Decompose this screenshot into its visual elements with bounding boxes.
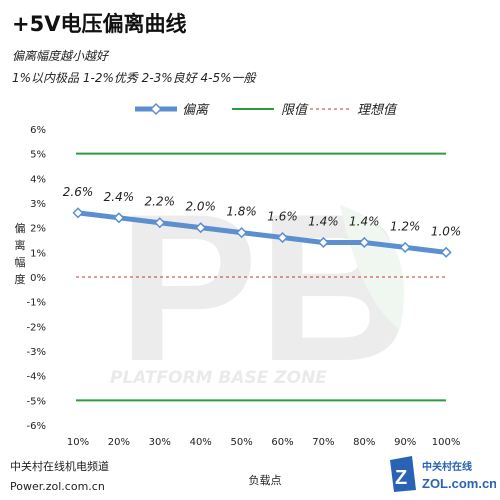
y-tick-label: 6% xyxy=(30,125,46,136)
y-tick-label: -5% xyxy=(27,396,46,407)
legend-deviation-label: 偏离 xyxy=(182,102,210,118)
legend-diamond-icon xyxy=(149,102,163,116)
data-label: 1.8% xyxy=(226,205,257,219)
page-title: +5V电压偏离曲线 xyxy=(12,12,187,36)
watermark-logo-letters: PB xyxy=(118,170,410,405)
x-tick-label: 70% xyxy=(312,437,334,448)
x-tick-label: 90% xyxy=(394,437,416,448)
deviation-point xyxy=(317,236,329,249)
x-tick-label: 10% xyxy=(67,437,89,448)
data-label: 2.4% xyxy=(104,190,135,204)
deviation-points xyxy=(72,207,452,258)
data-label: 2.0% xyxy=(185,200,216,214)
deviation-series-line xyxy=(77,210,447,255)
deviation-point xyxy=(358,236,370,249)
y-axis-ticks: 6% 5% 4% 3% 2% 1% 0% -1% -2% -3% -4% -5% -6% xyxy=(27,125,46,432)
data-label: 1.4% xyxy=(349,214,380,228)
y-axis-label-char: 离 xyxy=(15,238,26,252)
data-label: 2.2% xyxy=(145,195,176,209)
deviation-point xyxy=(195,222,207,234)
y-tick-label: -4% xyxy=(27,372,46,383)
legend: 偏离 限值 理想值 xyxy=(135,102,398,118)
deviation-point xyxy=(440,246,452,258)
y-tick-label: 4% xyxy=(30,174,46,185)
y-tick-label: 1% xyxy=(30,248,46,259)
zol-logo-en: ZOL.com.cn xyxy=(422,476,496,491)
watermark-text: PLATFORM BASE ZONE xyxy=(110,368,327,388)
zol-logo-cn: 中关村在线 xyxy=(422,460,472,473)
deviation-point xyxy=(72,207,84,219)
watermark-leaf-icon xyxy=(340,205,404,330)
svg-text:Z: Z xyxy=(395,467,407,489)
y-tick-label: -3% xyxy=(27,347,46,358)
data-label: 1.2% xyxy=(390,219,421,233)
x-tick-label: 30% xyxy=(149,437,171,448)
y-tick-label: 2% xyxy=(30,224,46,235)
y-tick-label: 5% xyxy=(30,150,46,161)
zol-logo-icon xyxy=(390,456,416,492)
y-tick-label: 3% xyxy=(30,199,46,210)
data-label: 2.6% xyxy=(63,185,94,199)
deviation-point xyxy=(113,212,125,224)
y-tick-label: -6% xyxy=(27,421,46,432)
footer-site: Power.zol.com.cn xyxy=(10,480,105,493)
x-axis-label: 负载点 xyxy=(249,473,282,487)
y-tick-label: 0% xyxy=(30,273,46,284)
x-tick-label: 50% xyxy=(230,437,252,448)
x-tick-label: 60% xyxy=(271,437,293,448)
legend-ideal-label: 理想值 xyxy=(357,103,398,118)
x-axis-ticks: 10% 20% 30% 40% 50% 60% 70% 80% 90% 100% xyxy=(67,437,461,448)
legend-limit-label: 限值 xyxy=(281,103,309,118)
rating-guide: 1%以内极品 1-2%优秀 2-3%良好 4-5%一般 xyxy=(12,71,256,85)
data-labels: 2.6% 2.4% 2.2% 2.0% 1.8% 1.6% 1.4% 1.4% 1.2% 1.0% xyxy=(63,185,462,238)
deviation-point xyxy=(154,217,166,229)
footer-channel: 中关村在线机电频道 xyxy=(10,460,109,473)
deviation-point xyxy=(236,227,248,239)
x-tick-label: 100% xyxy=(432,437,461,448)
y-axis-label-char: 偏 xyxy=(15,221,26,235)
data-label: 1.0% xyxy=(431,224,462,238)
x-tick-label: 40% xyxy=(190,437,212,448)
y-tick-label: -1% xyxy=(27,298,46,309)
subtitle-note: 偏离幅度越小越好 xyxy=(12,49,109,63)
y-axis-label-char: 幅 xyxy=(15,256,26,269)
x-tick-label: 20% xyxy=(108,437,130,448)
watermark: PB xyxy=(118,170,410,405)
data-label: 1.6% xyxy=(267,210,298,224)
zol-logo: Z 中关村在线 ZOL.com.cn xyxy=(390,456,496,492)
deviation-point xyxy=(276,231,289,244)
y-tick-label: -2% xyxy=(27,322,46,333)
deviation-point xyxy=(399,241,411,253)
y-axis-label-char: 度 xyxy=(15,272,26,286)
x-tick-label: 80% xyxy=(353,437,375,448)
data-label: 1.4% xyxy=(308,214,339,228)
y-axis-label: 偏离幅度 xyxy=(15,221,26,286)
